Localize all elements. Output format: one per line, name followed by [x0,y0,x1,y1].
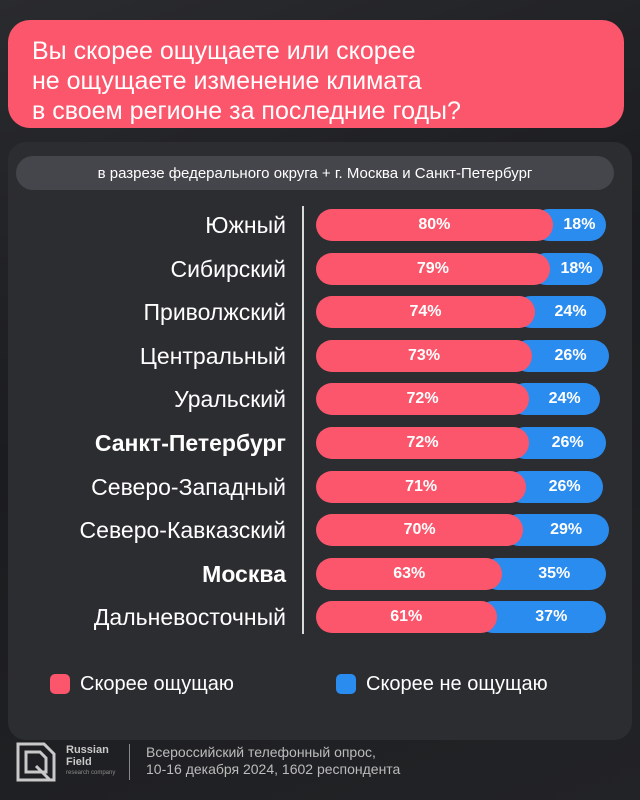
legend-label-not-feel: Скорее не ощущаю [366,673,548,695]
title-banner: Вы скорее ощущаете или скорее не ощущает… [8,20,624,128]
category-label: Сибирский [170,256,286,282]
bar-feel: 73% [316,340,533,372]
category-label: Уральский [174,386,286,412]
legend-swatch-not-feel [336,674,356,694]
footer-divider [129,744,130,780]
survey-note: Всероссийский телефонный опрос, 10-16 де… [146,744,401,777]
category-label: Северо-Кавказский [79,517,286,543]
bar-feel: 70% [316,514,524,546]
bar-not-feel: 37% [476,601,607,633]
chart-subtitle: в разрезе федерального округа + г. Москв… [16,156,614,190]
category-label: Южный [205,212,286,238]
brand-name: Russian Field [66,744,109,768]
bar-feel: 63% [316,558,503,590]
bar-feel: 74% [316,296,536,328]
bar-feel: 72% [316,427,530,459]
bar-feel: 71% [316,471,527,503]
category-label: Северо-Западный [91,474,286,500]
category-label: Центральный [139,343,286,369]
category-label: Санкт-Петербург [94,430,286,456]
axis-divider [302,206,304,634]
bar-feel: 80% [316,209,553,241]
bar-feel: 61% [316,601,497,633]
chart-title: Вы скорее ощущаете или скорее не ощущает… [32,37,461,125]
russian-field-logo-icon [16,742,56,782]
category-label: Приволжский [143,299,286,325]
bar-not-feel: 35% [482,558,607,590]
legend-swatch-feel [50,674,70,694]
category-label: Москва [202,561,286,587]
legend-label-feel: Скорее ощущаю [80,673,234,695]
category-label: Дальневосточный [93,604,286,630]
bar-feel: 72% [316,383,530,415]
bar-feel: 79% [316,253,550,285]
brand-subtitle: research company [66,770,116,776]
